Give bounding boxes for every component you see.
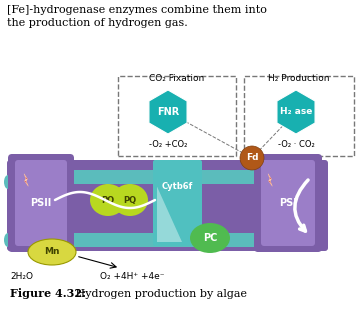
Polygon shape xyxy=(149,90,187,134)
Text: Mn: Mn xyxy=(44,247,60,256)
Bar xyxy=(118,76,236,156)
Text: -O₂ · CO₂: -O₂ · CO₂ xyxy=(278,140,314,149)
Text: 2H₂O: 2H₂O xyxy=(10,272,33,281)
Text: PSII: PSII xyxy=(30,198,52,208)
Text: PSI: PSI xyxy=(279,198,297,208)
FancyBboxPatch shape xyxy=(254,154,322,252)
Text: CO₂ Fixation: CO₂ Fixation xyxy=(150,74,205,83)
Polygon shape xyxy=(157,187,182,242)
Text: Hydrogen production by algae: Hydrogen production by algae xyxy=(72,289,247,299)
Ellipse shape xyxy=(28,239,76,265)
Text: H₂ Production: H₂ Production xyxy=(268,74,330,83)
Polygon shape xyxy=(268,174,272,186)
FancyBboxPatch shape xyxy=(8,154,74,252)
Text: FNR: FNR xyxy=(157,107,179,117)
Bar xyxy=(62,233,262,247)
FancyBboxPatch shape xyxy=(153,160,202,246)
Text: Figure 4.32:: Figure 4.32: xyxy=(10,288,86,299)
Ellipse shape xyxy=(4,233,12,247)
Text: PQ: PQ xyxy=(101,196,114,205)
Text: H₂ ase: H₂ ase xyxy=(280,108,312,117)
Bar xyxy=(244,76,354,156)
Polygon shape xyxy=(277,90,315,134)
Ellipse shape xyxy=(4,175,12,189)
Text: PQ: PQ xyxy=(123,196,136,205)
FancyBboxPatch shape xyxy=(261,160,315,246)
FancyBboxPatch shape xyxy=(15,160,67,246)
Polygon shape xyxy=(24,174,28,186)
Bar xyxy=(62,170,262,184)
Text: [Fe]-hydrogenase enzymes combine them into
the production of hydrogen gas.: [Fe]-hydrogenase enzymes combine them in… xyxy=(7,5,267,28)
Text: O₂ +4H⁺ +4e⁻: O₂ +4H⁺ +4e⁻ xyxy=(100,272,164,281)
Text: Cytb6f: Cytb6f xyxy=(162,182,193,191)
FancyBboxPatch shape xyxy=(7,160,328,251)
Text: Fd: Fd xyxy=(246,153,258,162)
Circle shape xyxy=(240,146,264,170)
Ellipse shape xyxy=(190,223,230,253)
Text: PC: PC xyxy=(203,233,217,243)
Ellipse shape xyxy=(112,184,148,216)
Ellipse shape xyxy=(90,184,126,216)
Text: -O₂ +CO₂: -O₂ +CO₂ xyxy=(149,140,187,149)
